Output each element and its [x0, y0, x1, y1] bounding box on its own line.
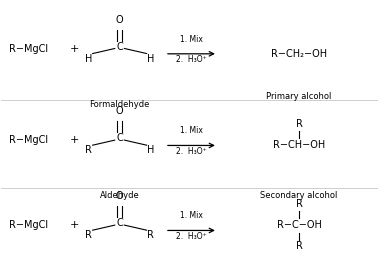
Text: +: + [70, 135, 79, 145]
Text: H: H [147, 146, 154, 155]
Text: 2.  H₃O⁺: 2. H₃O⁺ [176, 55, 207, 64]
Text: R: R [85, 230, 92, 241]
Text: R−MgCl: R−MgCl [9, 44, 49, 53]
Text: Secondary alcohol: Secondary alcohol [260, 191, 338, 200]
Text: 1. Mix: 1. Mix [180, 35, 203, 44]
Text: R−MgCl: R−MgCl [9, 220, 49, 230]
Text: O: O [116, 191, 124, 201]
Text: R: R [296, 241, 302, 252]
Text: R: R [147, 230, 154, 241]
Text: 1. Mix: 1. Mix [180, 211, 203, 220]
Text: R: R [85, 146, 92, 155]
Text: +: + [70, 44, 79, 53]
Text: Formaldehyde: Formaldehyde [89, 100, 150, 109]
Text: 1. Mix: 1. Mix [180, 126, 203, 135]
Text: R−CH−OH: R−CH−OH [273, 140, 325, 150]
Text: O: O [116, 15, 124, 25]
Text: H: H [147, 54, 154, 64]
Text: 2.  H₃O⁺: 2. H₃O⁺ [176, 147, 207, 156]
Text: 2.  H₃O⁺: 2. H₃O⁺ [176, 232, 207, 241]
Text: Primary alcohol: Primary alcohol [266, 92, 332, 101]
Text: R−CH₂−OH: R−CH₂−OH [271, 49, 327, 59]
Text: R−C−OH: R−C−OH [277, 220, 321, 230]
Text: O: O [116, 106, 124, 116]
Text: C: C [116, 41, 123, 52]
Text: H: H [85, 54, 92, 64]
Text: R: R [296, 199, 302, 209]
Text: +: + [70, 220, 79, 230]
Text: Aldehyde: Aldehyde [100, 191, 139, 200]
Text: C: C [116, 133, 123, 143]
Text: C: C [116, 218, 123, 228]
Text: R: R [296, 119, 302, 129]
Text: R−MgCl: R−MgCl [9, 135, 49, 145]
